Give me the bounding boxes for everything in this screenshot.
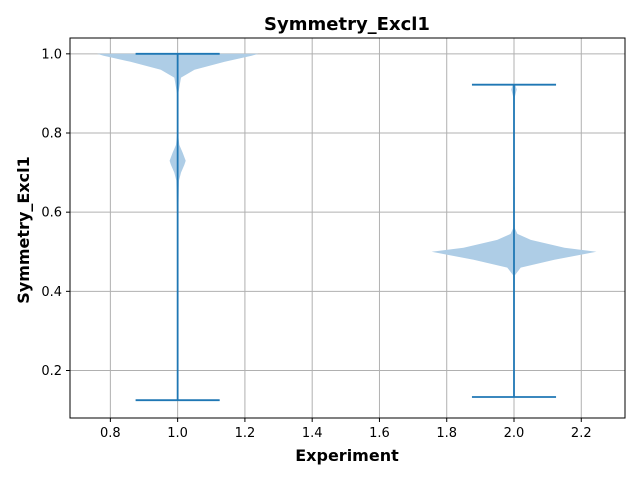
y-tick-label: 0.4: [41, 285, 62, 300]
violin-lines: [135, 52, 557, 402]
y-tick-label: 1.0: [41, 47, 62, 62]
x-tick-label: 1.0: [167, 426, 188, 441]
x-axis-label: Experiment: [295, 446, 399, 465]
x-tick-label: 1.4: [302, 426, 323, 441]
x-tick-label: 1.6: [369, 426, 390, 441]
chart-title: Symmetry_Excl1: [264, 14, 430, 35]
x-tick-label: 0.8: [100, 426, 121, 441]
x-tick-label: 1.8: [436, 426, 457, 441]
y-tick-label: 0.6: [41, 206, 62, 221]
grid-lines: [70, 38, 625, 418]
x-tick-label: 2.0: [504, 426, 525, 441]
axis-ticks: 0.8 1.0 1.2 1.4 1.6 1.8 2.0 2.2 0.2 0.4 0.6 0.8 1.0: [41, 47, 591, 441]
x-tick-label: 2.2: [571, 426, 592, 441]
y-tick-label: 0.8: [41, 127, 62, 142]
y-tick-label: 0.2: [41, 364, 62, 379]
x-tick-label: 1.2: [235, 426, 256, 441]
plot-frame: [69, 37, 626, 419]
y-axis-label: Symmetry_Excl1: [14, 156, 33, 303]
violin-bodies: [96, 53, 597, 401]
